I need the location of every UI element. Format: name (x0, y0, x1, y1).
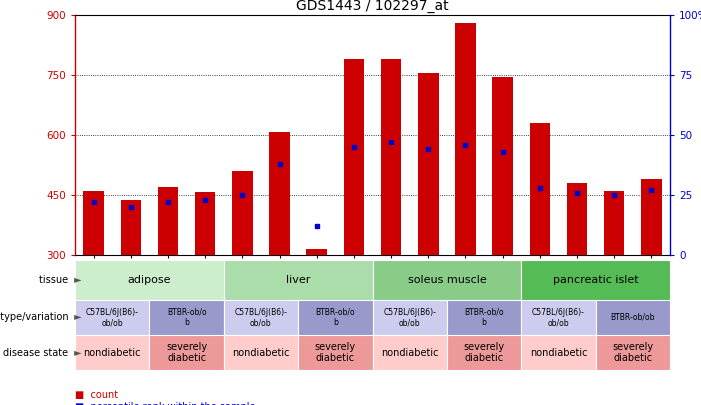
Bar (567, 183, 587, 255)
Text: tissue: tissue (39, 275, 72, 285)
Bar (522, 300, 596, 335)
Text: soleus muscle: soleus muscle (407, 275, 486, 285)
Text: liver: liver (286, 275, 311, 285)
Bar (306, 249, 327, 255)
Bar (195, 192, 215, 255)
Bar (343, 59, 364, 255)
Text: nondiabetic: nondiabetic (83, 347, 141, 358)
Bar (522, 260, 670, 300)
Text: nondiabetic: nondiabetic (530, 347, 587, 358)
Bar (224, 300, 298, 335)
Text: ►: ► (72, 275, 82, 285)
Text: nondiabetic: nondiabetic (232, 347, 290, 358)
Bar (381, 59, 401, 255)
Text: ■  count: ■ count (75, 390, 118, 400)
Text: C57BL/6J(B6)-
ob/ob: C57BL/6J(B6)- ob/ob (383, 308, 436, 327)
Bar (372, 300, 447, 335)
Text: pancreatic islet: pancreatic islet (553, 275, 639, 285)
Text: C57BL/6J(B6)-
ob/ob: C57BL/6J(B6)- ob/ob (532, 308, 585, 327)
Text: adipose: adipose (128, 275, 171, 285)
Text: BTBR-ob/o
b: BTBR-ob/o b (464, 308, 504, 327)
Bar (75, 335, 149, 370)
Title: GDS1443 / 102297_at: GDS1443 / 102297_at (297, 0, 449, 13)
Bar (492, 77, 513, 255)
Bar (372, 335, 447, 370)
Bar (83, 191, 104, 255)
Text: ►: ► (72, 313, 82, 322)
Text: severely
diabetic: severely diabetic (463, 342, 505, 363)
Bar (298, 335, 372, 370)
Bar (418, 73, 439, 255)
Bar (530, 123, 550, 255)
Bar (455, 23, 476, 255)
Bar (224, 260, 372, 300)
Text: nondiabetic: nondiabetic (381, 347, 438, 358)
Text: severely
diabetic: severely diabetic (166, 342, 207, 363)
Text: BTBR-ob/ob: BTBR-ob/ob (611, 313, 655, 322)
Bar (75, 260, 224, 300)
Bar (447, 300, 522, 335)
Text: severely
diabetic: severely diabetic (315, 342, 356, 363)
Bar (522, 335, 596, 370)
Text: ■  percentile rank within the sample: ■ percentile rank within the sample (75, 403, 255, 405)
Text: BTBR-ob/o
b: BTBR-ob/o b (167, 308, 206, 327)
Text: C57BL/6J(B6)-
ob/ob: C57BL/6J(B6)- ob/ob (235, 308, 287, 327)
Bar (75, 300, 149, 335)
Bar (596, 335, 670, 370)
Bar (447, 335, 522, 370)
Bar (372, 260, 522, 300)
Text: BTBR-ob/o
b: BTBR-ob/o b (315, 308, 355, 327)
Text: ►: ► (72, 347, 82, 358)
Bar (604, 191, 625, 255)
Bar (158, 187, 178, 255)
Bar (298, 300, 372, 335)
Bar (232, 171, 252, 255)
Bar (121, 200, 141, 255)
Bar (641, 179, 662, 255)
Bar (596, 300, 670, 335)
Text: disease state: disease state (4, 347, 72, 358)
Bar (269, 132, 290, 255)
Text: genotype/variation: genotype/variation (0, 313, 72, 322)
Bar (149, 335, 224, 370)
Text: severely
diabetic: severely diabetic (612, 342, 653, 363)
Bar (224, 335, 298, 370)
Bar (149, 300, 224, 335)
Text: C57BL/6J(B6)-
ob/ob: C57BL/6J(B6)- ob/ob (86, 308, 139, 327)
